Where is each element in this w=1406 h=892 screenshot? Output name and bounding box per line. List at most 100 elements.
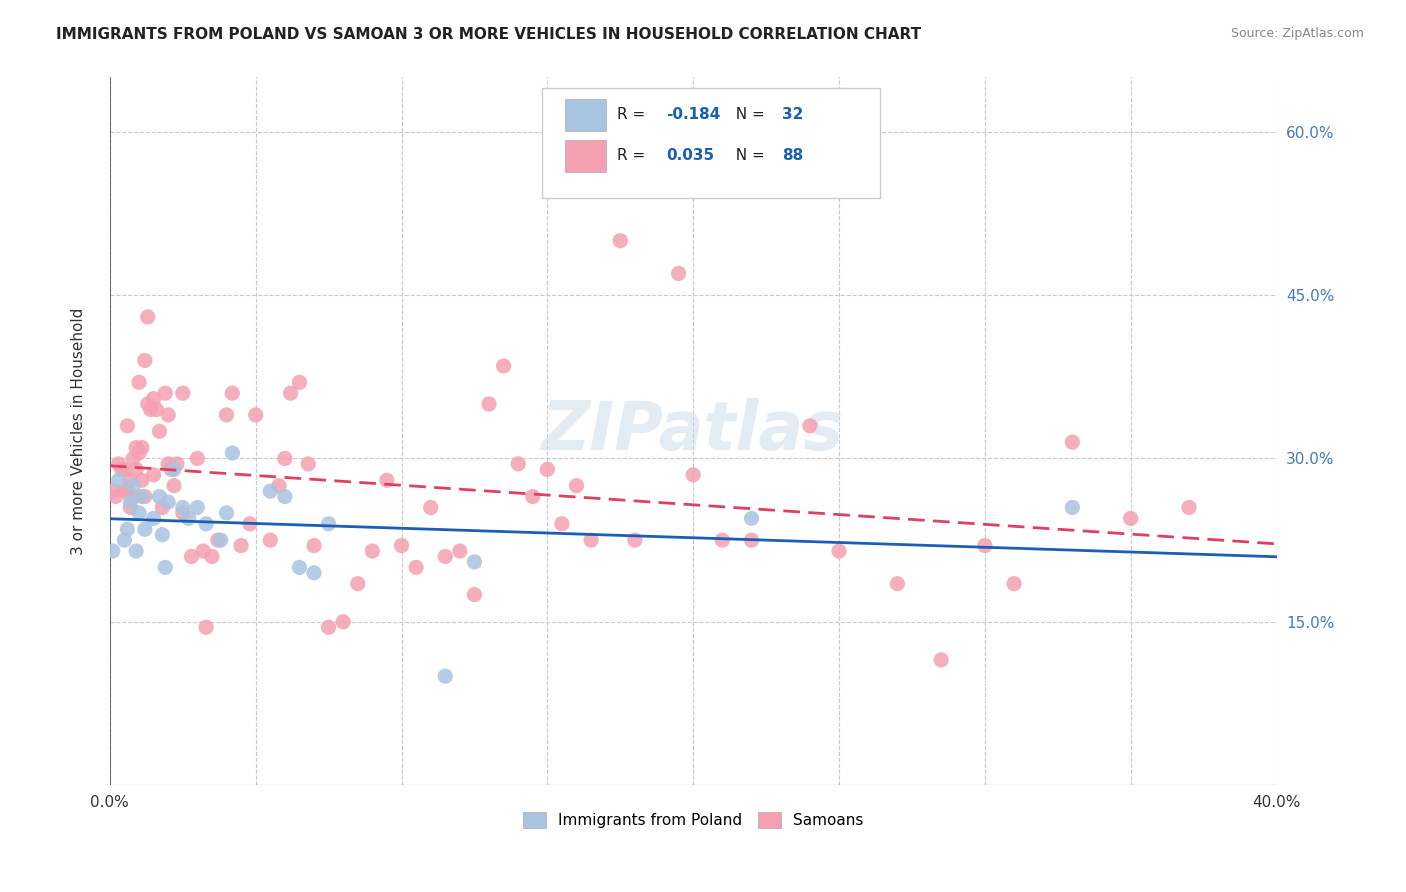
Point bbox=[434, 669, 457, 683]
Point bbox=[267, 479, 290, 493]
Point bbox=[101, 484, 124, 499]
Point bbox=[973, 539, 995, 553]
Point bbox=[125, 544, 148, 558]
Point bbox=[110, 462, 132, 476]
Point bbox=[288, 376, 311, 390]
Point bbox=[117, 484, 139, 499]
Point bbox=[741, 533, 763, 548]
Point bbox=[391, 539, 413, 553]
Y-axis label: 3 or more Vehicles in Household: 3 or more Vehicles in Household bbox=[72, 308, 86, 555]
Point bbox=[1119, 511, 1142, 525]
Text: 0.035: 0.035 bbox=[666, 148, 714, 162]
Point bbox=[274, 451, 297, 466]
Text: N =: N = bbox=[725, 148, 769, 162]
Text: -0.184: -0.184 bbox=[666, 107, 721, 122]
Point bbox=[163, 462, 186, 476]
Point bbox=[114, 462, 136, 476]
Point bbox=[142, 511, 165, 525]
Point bbox=[122, 451, 145, 466]
FancyBboxPatch shape bbox=[541, 88, 880, 198]
Text: R =: R = bbox=[617, 107, 651, 122]
Text: 88: 88 bbox=[782, 148, 803, 162]
Point bbox=[122, 479, 145, 493]
Point bbox=[239, 516, 262, 531]
Point bbox=[186, 451, 208, 466]
Point bbox=[157, 457, 180, 471]
Point bbox=[128, 446, 150, 460]
Point bbox=[209, 533, 232, 548]
Point bbox=[565, 479, 588, 493]
Point bbox=[114, 484, 136, 499]
Point bbox=[551, 516, 574, 531]
Point bbox=[131, 441, 153, 455]
Point bbox=[136, 397, 159, 411]
Point bbox=[150, 500, 173, 515]
Point bbox=[125, 462, 148, 476]
Point bbox=[449, 544, 471, 558]
Point bbox=[117, 418, 139, 433]
Point bbox=[120, 500, 142, 515]
Point bbox=[128, 506, 150, 520]
Text: N =: N = bbox=[725, 107, 769, 122]
Point bbox=[186, 500, 208, 515]
Point bbox=[134, 353, 156, 368]
Point bbox=[114, 533, 136, 548]
Point bbox=[536, 462, 558, 476]
Point bbox=[101, 544, 124, 558]
Point bbox=[177, 511, 200, 525]
Point bbox=[215, 506, 238, 520]
Point bbox=[318, 620, 340, 634]
Point bbox=[1002, 576, 1025, 591]
Point bbox=[1062, 500, 1084, 515]
Text: R =: R = bbox=[617, 148, 651, 162]
FancyBboxPatch shape bbox=[565, 140, 606, 171]
Point bbox=[229, 539, 252, 553]
Point bbox=[166, 457, 188, 471]
Point bbox=[172, 506, 194, 520]
Point bbox=[128, 376, 150, 390]
Point bbox=[207, 533, 229, 548]
Point bbox=[318, 516, 340, 531]
Point bbox=[195, 516, 218, 531]
Point bbox=[180, 549, 202, 564]
Point bbox=[668, 267, 690, 281]
Point bbox=[145, 402, 167, 417]
Point bbox=[302, 566, 325, 580]
Point bbox=[142, 467, 165, 482]
Point bbox=[332, 615, 354, 629]
Point bbox=[215, 408, 238, 422]
Point bbox=[195, 620, 218, 634]
Point bbox=[492, 359, 515, 373]
Point bbox=[375, 473, 398, 487]
Point bbox=[609, 234, 631, 248]
Text: Source: ZipAtlas.com: Source: ZipAtlas.com bbox=[1230, 27, 1364, 40]
Point bbox=[478, 397, 501, 411]
Point bbox=[117, 522, 139, 536]
Text: ZIPatlas: ZIPatlas bbox=[543, 398, 844, 464]
Point bbox=[221, 386, 243, 401]
Point bbox=[297, 457, 319, 471]
Text: 32: 32 bbox=[782, 107, 803, 122]
Point bbox=[107, 457, 129, 471]
Point bbox=[346, 576, 368, 591]
Point bbox=[120, 495, 142, 509]
Point bbox=[741, 511, 763, 525]
Text: IMMIGRANTS FROM POLAND VS SAMOAN 3 OR MORE VEHICLES IN HOUSEHOLD CORRELATION CHA: IMMIGRANTS FROM POLAND VS SAMOAN 3 OR MO… bbox=[56, 27, 921, 42]
Point bbox=[419, 500, 441, 515]
Point bbox=[163, 479, 186, 493]
Point bbox=[302, 539, 325, 553]
Point bbox=[136, 310, 159, 324]
Point bbox=[463, 588, 485, 602]
Point bbox=[1178, 500, 1201, 515]
Point bbox=[172, 500, 194, 515]
Point bbox=[624, 533, 647, 548]
Point bbox=[274, 490, 297, 504]
Point bbox=[361, 544, 384, 558]
Point bbox=[139, 402, 162, 417]
Point bbox=[157, 495, 180, 509]
Point bbox=[150, 527, 173, 541]
Point bbox=[172, 386, 194, 401]
Point bbox=[463, 555, 485, 569]
Point bbox=[157, 408, 180, 422]
Point bbox=[142, 392, 165, 406]
